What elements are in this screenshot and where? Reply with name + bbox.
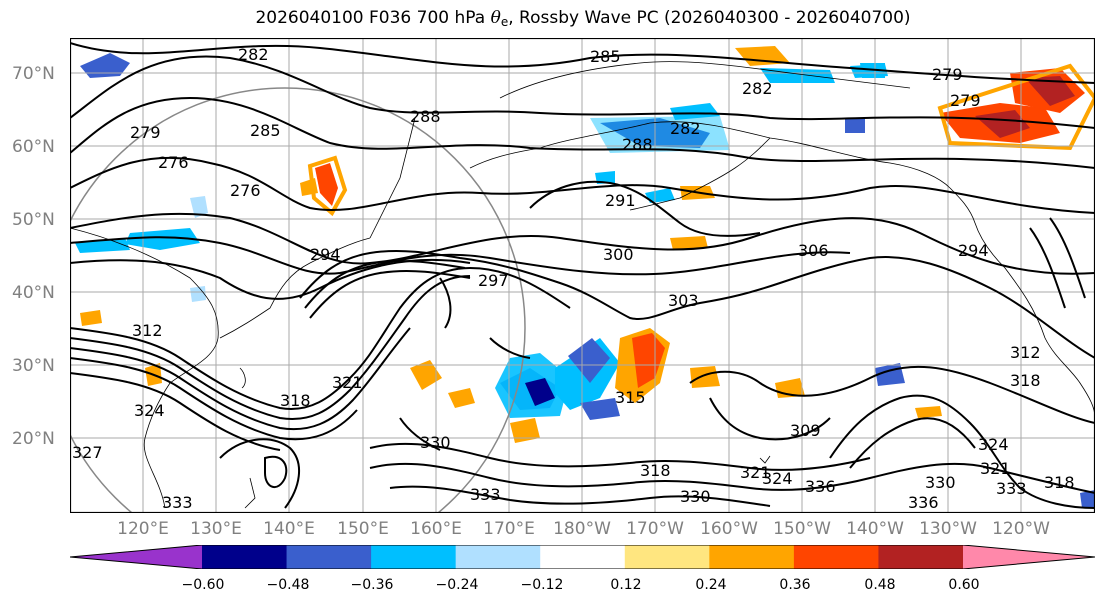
- contour-label: 276: [230, 181, 261, 200]
- lat-label-50n: 50°N: [12, 210, 55, 230]
- contour-label: 330: [680, 487, 711, 506]
- colorbar-over-arrow: [963, 545, 1095, 569]
- colorbar-tick: −0.60: [181, 577, 225, 593]
- contour-label: 321: [740, 463, 771, 482]
- colorbar: [70, 545, 1095, 569]
- contour-label: 330: [420, 433, 451, 452]
- contour-label: 312: [132, 321, 163, 340]
- graticule: [70, 38, 1095, 513]
- contour-label: 333: [470, 485, 501, 504]
- colorbar-bin: [878, 545, 964, 569]
- colorbar-tick: 0.24: [695, 577, 727, 593]
- contour-label: 294: [958, 241, 989, 260]
- map-canvas: 282 285 288 285 282 279 279 276 276 279 …: [70, 38, 1095, 513]
- lon-label-150e: 150°E: [337, 519, 389, 539]
- contour-label: 330: [925, 473, 956, 492]
- contour-label: 318: [640, 461, 671, 480]
- lon-label-160e: 160°E: [410, 519, 462, 539]
- colorbar-tick: 0.12: [610, 577, 642, 593]
- contour-label: 321: [332, 373, 363, 392]
- contour-label: 276: [158, 153, 189, 172]
- contour-label: 288: [410, 107, 441, 126]
- colorbar-tick: −0.36: [350, 577, 394, 593]
- contour-label: 282: [238, 45, 269, 64]
- contour-label: 321: [980, 459, 1011, 478]
- contour-label: 300: [603, 245, 634, 264]
- contour-label: 294: [310, 245, 341, 264]
- contour-label: 279: [130, 123, 161, 142]
- contour-label: 285: [250, 121, 281, 140]
- map-title: 2026040100 F036 700 hPa θe, Rossby Wave …: [255, 8, 911, 29]
- colorbar-bin: [202, 545, 288, 569]
- colorbar-tick: 0.36: [779, 577, 811, 593]
- contour-label: 279: [950, 91, 981, 110]
- lon-label-120w: 120°W: [992, 519, 1050, 539]
- lon-label-170e: 170°E: [483, 519, 535, 539]
- contour-label: 324: [978, 435, 1009, 454]
- colorbar-tick: −0.48: [266, 577, 310, 593]
- colorbar-bin: [709, 545, 795, 569]
- lon-label-130w: 130°W: [919, 519, 977, 539]
- contour-label: 291: [605, 191, 636, 210]
- lat-label-40n: 40°N: [12, 283, 55, 303]
- contour-label: 282: [670, 119, 701, 138]
- contour-label: 336: [805, 477, 836, 496]
- anomaly-shading: [75, 46, 1095, 508]
- lat-label-20n: 20°N: [12, 429, 55, 449]
- lon-label-170w: 170°W: [626, 519, 684, 539]
- lat-label-30n: 30°N: [12, 356, 55, 376]
- lon-label-120e: 120°E: [117, 519, 169, 539]
- lon-label-180w: 180°W: [553, 519, 611, 539]
- colorbar-bin: [286, 545, 372, 569]
- contour-label: 333: [162, 493, 193, 512]
- lat-label-70n: 70°N: [12, 64, 55, 84]
- colorbar-tick: −0.12: [520, 577, 564, 593]
- contour-label: 327: [72, 443, 103, 462]
- contour-label: 315: [615, 388, 646, 407]
- contour-label: 306: [798, 241, 829, 260]
- contour-label: 303: [668, 291, 699, 310]
- contour-label: 324: [762, 469, 793, 488]
- colorbar-bin: [455, 545, 541, 569]
- contour-label: 318: [280, 391, 311, 410]
- colorbar-tick: −0.24: [435, 577, 479, 593]
- theta-e-contours: [70, 42, 1095, 509]
- contour-label: 282: [742, 79, 773, 98]
- contour-label: 312: [1010, 343, 1041, 362]
- lon-label-140w: 140°W: [846, 519, 904, 539]
- contour-label: 309: [790, 421, 821, 440]
- colorbar-bin: [624, 545, 710, 569]
- reference-circle: [70, 87, 526, 513]
- contour-label: 324: [134, 401, 165, 420]
- contour-labels: 282 285 288 285 282 279 279 276 276 279 …: [72, 45, 1075, 512]
- contour-label: 318: [1010, 371, 1041, 390]
- lon-label-130e: 130°E: [190, 519, 242, 539]
- colorbar-bin: [793, 545, 879, 569]
- lat-label-60n: 60°N: [12, 137, 55, 157]
- contour-label: 288: [622, 135, 653, 154]
- lon-label-160w: 160°W: [700, 519, 758, 539]
- contour-label: 297: [478, 271, 509, 290]
- colorbar-tick: 0.48: [864, 577, 896, 593]
- contour-label: 333: [996, 479, 1027, 498]
- map-frame: [70, 38, 1095, 513]
- colorbar-bin: [371, 545, 457, 569]
- contour-label: 285: [590, 47, 621, 66]
- lon-label-150w: 150°W: [773, 519, 831, 539]
- colorbar-under-arrow: [70, 545, 202, 569]
- contour-label: 318: [1044, 473, 1075, 492]
- contour-label: 279: [932, 65, 963, 84]
- contour-label: 336: [908, 493, 939, 512]
- colorbar-bin: [540, 545, 626, 569]
- colorbar-tick: 0.60: [948, 577, 980, 593]
- lon-label-140e: 140°E: [263, 519, 315, 539]
- map-panel: 282 285 288 285 282 279 279 276 276 279 …: [70, 38, 1095, 513]
